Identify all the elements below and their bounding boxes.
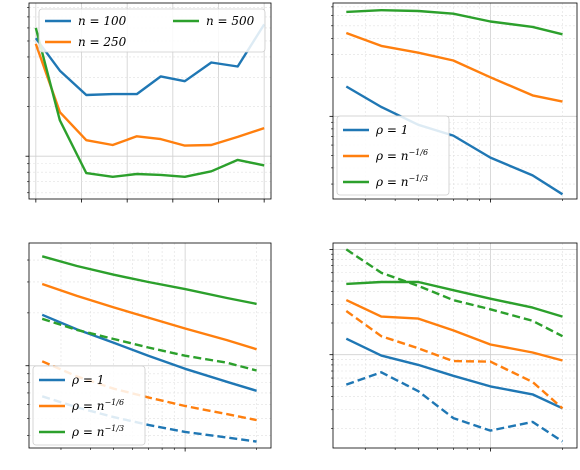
series-line-2 bbox=[346, 280, 563, 318]
ticks bbox=[329, 248, 563, 452]
plot-frame bbox=[28, 2, 272, 200]
chart-panel-bottom-right bbox=[329, 242, 578, 452]
legend: ρ = 1 ρ = n−1/6 ρ = n−1/3 bbox=[336, 115, 450, 196]
series-line-1 bbox=[345, 31, 563, 103]
legend-label: ρ = n−1/3 bbox=[375, 174, 428, 189]
legend-label: ρ = n−1/6 bbox=[375, 148, 428, 163]
legend-label: ρ = 1 bbox=[375, 123, 408, 137]
series-line-2 bbox=[41, 255, 257, 306]
series-line-dashed-4 bbox=[345, 310, 564, 410]
legend: n = 100 n = 250 n = 500 bbox=[38, 8, 266, 53]
chart-panel-top-right: ρ = 1 ρ = n−1/6 ρ = n−1/3 bbox=[329, 2, 578, 203]
series-lines bbox=[345, 8, 564, 196]
series-line-0 bbox=[34, 23, 266, 97]
legend-label: n = 100 bbox=[78, 14, 127, 28]
ticks bbox=[25, 259, 257, 452]
series-line-2 bbox=[346, 8, 563, 36]
ticks bbox=[329, 6, 563, 203]
grid bbox=[333, 243, 577, 448]
series-lines bbox=[345, 248, 564, 443]
plot-frame bbox=[28, 242, 272, 449]
series-line-1 bbox=[34, 43, 265, 147]
legend-box bbox=[32, 365, 146, 446]
series-line-2 bbox=[34, 27, 265, 179]
ticks bbox=[25, 7, 265, 203]
legend-box bbox=[38, 8, 266, 53]
series-line-0 bbox=[345, 85, 564, 196]
chart-panel-bottom-left: ρ = 1 ρ = n−1/6 ρ = n−1/3 bbox=[25, 242, 272, 452]
series-line-dashed-5 bbox=[41, 317, 257, 372]
series-line-dashed-3 bbox=[345, 371, 564, 443]
legend-label: ρ = n−1/6 bbox=[71, 398, 124, 413]
series-line-dashed-5 bbox=[345, 248, 564, 338]
series-lines bbox=[34, 23, 266, 179]
chart-panel-top-left: n = 100 n = 250 n = 500 bbox=[25, 2, 272, 203]
legend-label: ρ = 1 bbox=[71, 373, 104, 387]
plot-frame bbox=[332, 2, 578, 200]
series-line-1 bbox=[41, 282, 257, 351]
legend-label: n = 250 bbox=[78, 35, 127, 49]
series-line-0 bbox=[345, 337, 564, 410]
legend-label: ρ = n−1/3 bbox=[71, 424, 124, 439]
plot-frame bbox=[332, 242, 578, 449]
legend-label: n = 500 bbox=[206, 14, 255, 28]
legend: ρ = 1 ρ = n−1/6 ρ = n−1/3 bbox=[32, 365, 146, 446]
series-line-1 bbox=[345, 299, 563, 362]
legend-box bbox=[336, 115, 450, 196]
grid bbox=[333, 3, 577, 199]
